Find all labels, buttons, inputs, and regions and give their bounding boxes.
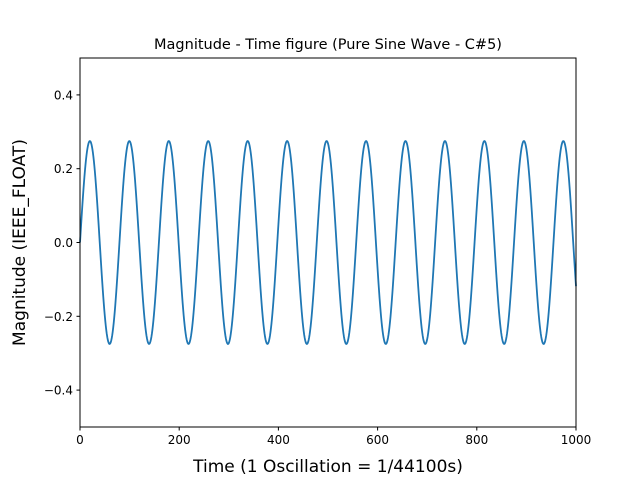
chart-title: Magnitude - Time figure (Pure Sine Wave … bbox=[154, 37, 502, 53]
plot-frame bbox=[79, 57, 577, 428]
x-tick-label: 200 bbox=[168, 433, 191, 447]
x-axis: 0 200 400 600 800 1000 bbox=[76, 427, 591, 447]
x-tick-label: 800 bbox=[465, 433, 488, 447]
y-tick-label: 0.0 bbox=[54, 236, 73, 250]
y-tick-label: 0.4 bbox=[54, 88, 73, 102]
y-axis-label: Magnitude (IEEE_FLOAT) bbox=[10, 139, 30, 346]
y-axis: −0.4 −0.2 0.0 0.2 0.4 bbox=[44, 88, 80, 398]
x-tick-label: 600 bbox=[366, 433, 389, 447]
x-tick-label: 400 bbox=[267, 433, 290, 447]
plot-area bbox=[79, 57, 577, 428]
y-tick-label: −0.2 bbox=[44, 310, 73, 324]
x-tick-label: 1000 bbox=[561, 433, 592, 447]
x-axis-label: Time (1 Oscillation = 1/44100s) bbox=[192, 457, 463, 477]
series-line bbox=[79, 140, 577, 345]
y-tick-label: 0.2 bbox=[54, 162, 73, 176]
y-tick-label: −0.4 bbox=[44, 384, 73, 398]
x-tick-label: 0 bbox=[76, 433, 84, 447]
